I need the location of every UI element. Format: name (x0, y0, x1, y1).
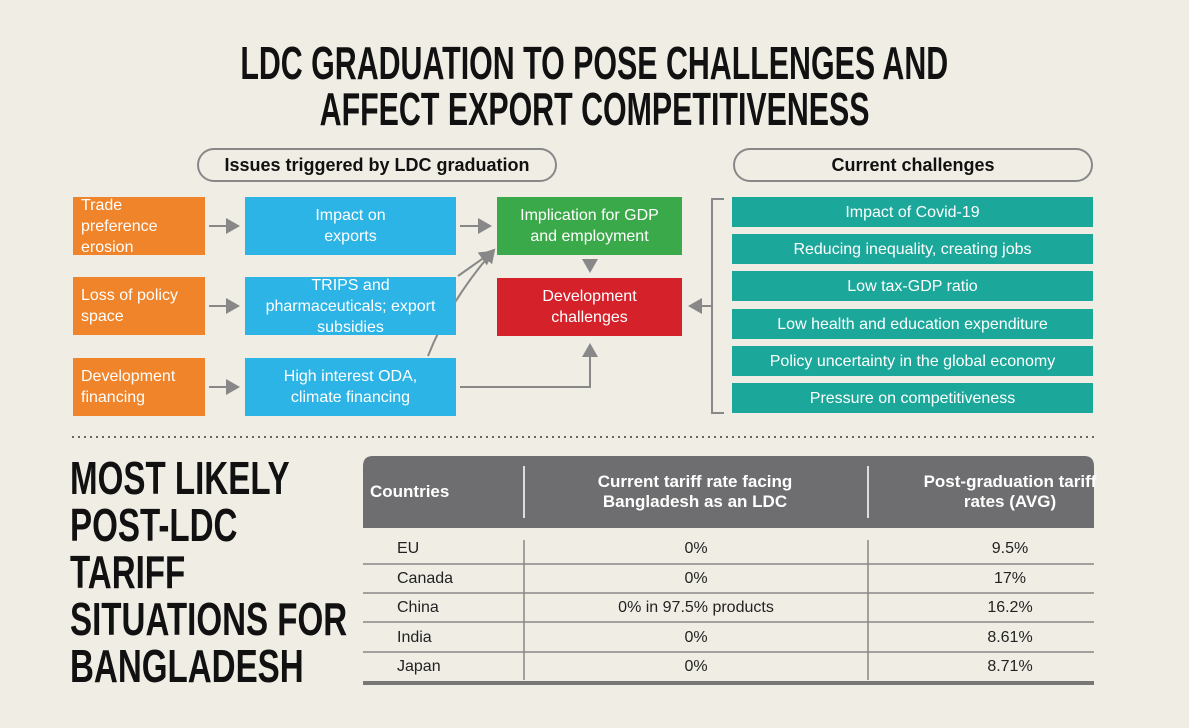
challenge-box: Reducing inequality, creating jobs (732, 234, 1093, 264)
table-cell: 16.2% (987, 599, 1033, 616)
impact-box: TRIPS and pharmaceuticals; export subsid… (245, 277, 456, 336)
impact-box: Impact on exports (245, 197, 456, 255)
table-cell: 0% (684, 540, 708, 557)
table-title: BANGLADESH (70, 640, 304, 692)
table-cell: EU (397, 540, 420, 557)
table-cell: Japan (397, 658, 441, 675)
table-cell: 8.71% (987, 658, 1033, 675)
challenge-box: Low tax-GDP ratio (732, 271, 1093, 301)
outcome-box: Development challenges (497, 278, 682, 336)
column-header: Current tariff rate facing Bangladesh as… (597, 472, 793, 511)
cause-box: Development financing (73, 358, 205, 416)
impact-box: High interest ODA, climate financing (245, 358, 456, 416)
title: AFFECT EXPORT COMPETITIVENESS (319, 83, 870, 135)
table-cell: 9.5% (991, 540, 1029, 557)
column-header: Countries (370, 482, 450, 501)
implication-box: Implication for GDP and employment (497, 197, 682, 255)
challenge-box: Policy uncertainty in the global economy (732, 346, 1093, 376)
title: LDC GRADUATION TO POSE CHALLENGES AND (240, 37, 949, 89)
table-cell: 0% (684, 658, 708, 675)
table-cell: China (397, 599, 439, 616)
cause-box: Loss of policy space (73, 277, 205, 335)
table-title: TARIFF (70, 546, 186, 598)
section-header: Current challenges (733, 148, 1093, 182)
table-cell: Canada (397, 569, 454, 587)
table-cell: 0% (684, 569, 708, 587)
cause-box: Trade preference erosion (73, 197, 205, 256)
section-header: Issues triggered by LDC graduation (197, 148, 557, 182)
challenge-box: Pressure on competitiveness (732, 383, 1093, 413)
table-cell: India (397, 628, 432, 646)
table-title: MOST LIKELY (70, 452, 290, 504)
table-cell: 8.61% (987, 628, 1033, 646)
column-header: Post-graduation tariff rates (AVG) (923, 472, 1097, 511)
table-cell: 0% in 97.5% products (618, 599, 774, 616)
challenge-box: Low health and education expenditure (732, 309, 1093, 339)
table-cell: 17% (993, 569, 1027, 587)
challenge-box: Impact of Covid-19 (732, 197, 1093, 227)
table-title: SITUATIONS FOR (70, 593, 348, 645)
table-title: POST-LDC (70, 499, 238, 551)
table-cell: 0% (684, 628, 708, 646)
